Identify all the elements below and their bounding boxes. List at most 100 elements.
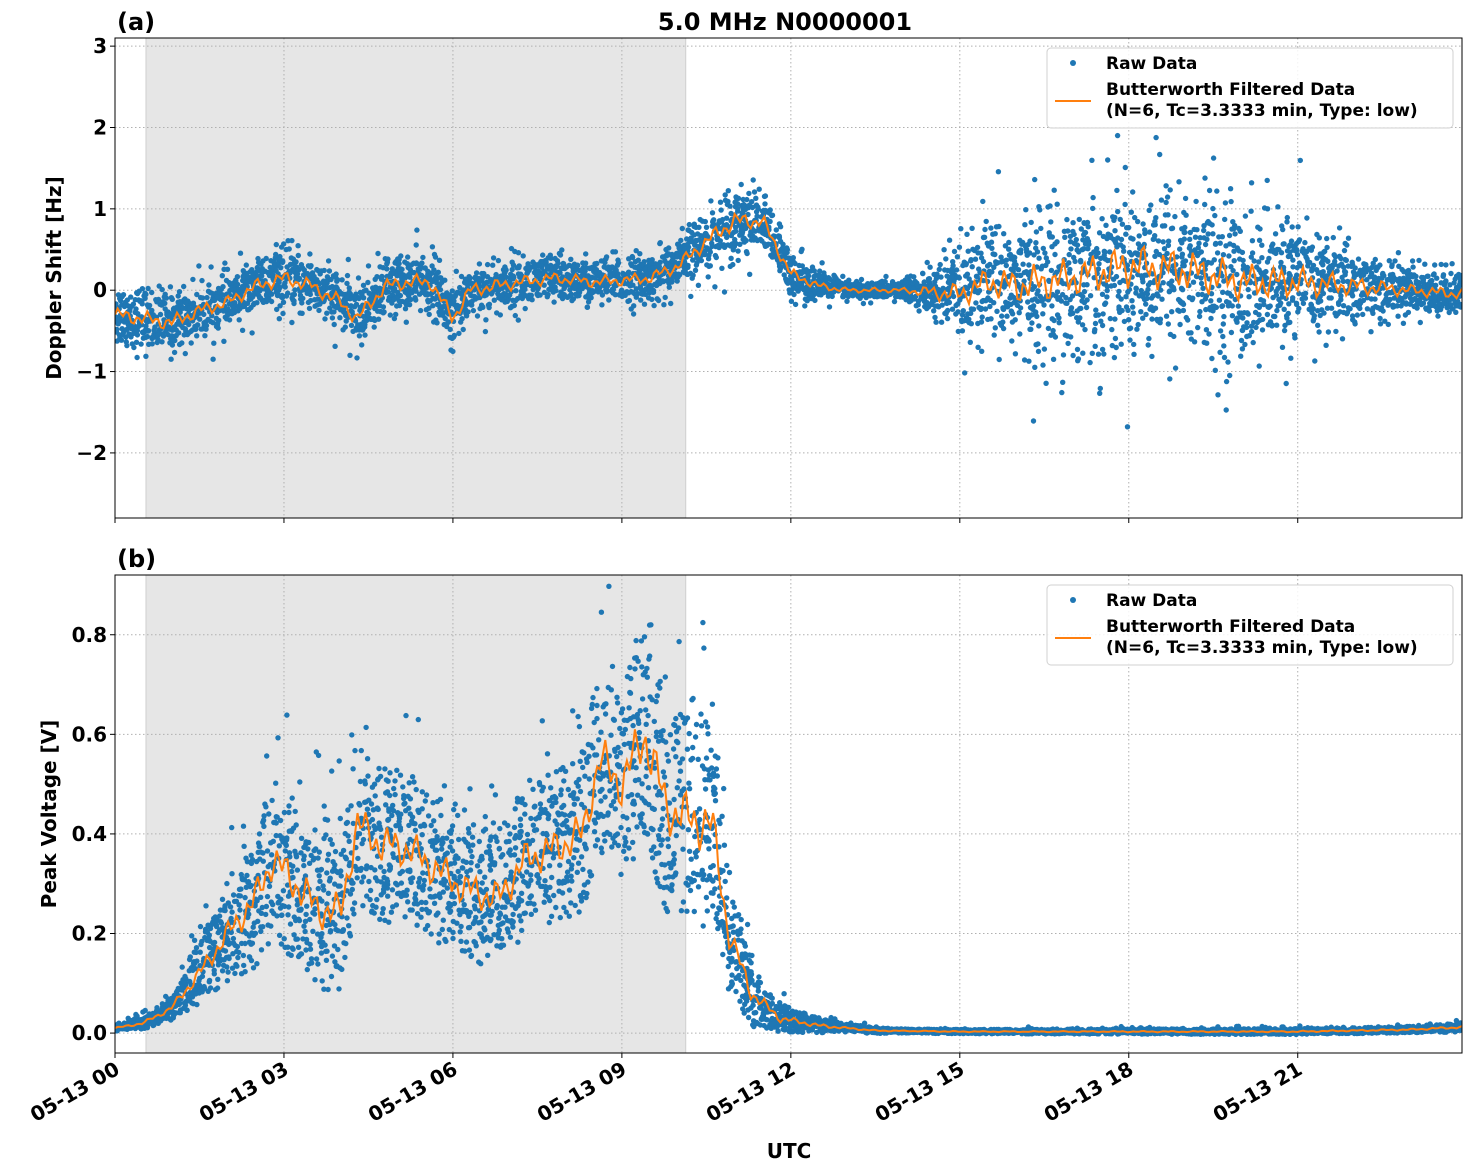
raw-data-point [992,251,998,258]
raw-data-point [1122,201,1128,208]
raw-data-point [1275,204,1281,210]
raw-data-point [746,202,753,208]
raw-data-point [352,318,359,324]
raw-data-point [456,330,462,337]
y-axis-label: Doppler Shift [Hz] [42,176,66,380]
raw-data-point [740,210,746,216]
raw-data-point [1004,313,1010,319]
raw-data-point [1099,346,1106,353]
raw-data-point [1171,333,1177,340]
raw-data-point [1116,304,1122,310]
raw-data-point [1037,207,1043,213]
raw-data-point [1242,341,1248,348]
raw-data-point [1296,290,1302,297]
raw-data-point [1059,389,1065,396]
raw-data-point [687,236,694,242]
raw-data-point [342,324,348,330]
raw-data-point [735,208,741,214]
legend-marker-raw [1070,60,1076,66]
raw-data-point [535,292,541,299]
raw-data-point [544,262,550,269]
raw-data-point [479,304,486,310]
raw-data-point [523,293,529,299]
raw-data-point [1226,253,1232,259]
raw-data-point [1372,303,1379,310]
raw-data-point [315,268,322,274]
raw-data-point [1040,245,1047,252]
raw-data-point [375,250,381,257]
raw-data-point [1377,262,1383,268]
raw-data-point [199,938,205,945]
raw-data-point [981,234,988,240]
raw-data-point [183,300,189,306]
raw-data-point [968,257,974,263]
raw-data-point [1164,194,1171,200]
raw-data-point [1328,295,1334,301]
raw-data-point [583,265,589,271]
raw-data-point [432,254,439,260]
raw-data-point [249,330,255,336]
raw-data-point [1254,302,1260,309]
raw-data-point [1248,208,1254,214]
raw-data-point [277,303,283,309]
raw-data-point [278,293,284,300]
raw-data-point [1385,302,1391,308]
raw-data-point [406,302,413,308]
raw-data-point [1420,274,1426,281]
raw-data-point [1167,376,1173,382]
raw-data-point [978,305,985,312]
raw-data-point [175,293,181,299]
raw-data-point [1302,239,1308,246]
raw-data-point [215,325,221,331]
raw-data-point [1074,346,1081,353]
raw-data-point [268,298,275,305]
raw-data-point [513,288,519,294]
raw-data-point [987,303,993,310]
raw-data-point [259,273,265,279]
raw-data-point [1038,225,1044,232]
raw-data-point [489,289,495,296]
raw-data-point [250,272,256,279]
raw-data-point [1104,287,1110,294]
raw-data-point [1176,308,1183,314]
raw-data-point [844,298,850,304]
raw-data-point [1062,234,1068,240]
raw-data-point [786,260,793,266]
raw-data-point [1251,290,1258,296]
raw-data-point [460,326,466,333]
raw-data-point [1443,278,1449,284]
raw-data-point [1283,380,1289,387]
raw-data-point [1229,313,1236,319]
raw-data-point [460,287,466,293]
raw-data-point [776,260,782,267]
raw-data-point [972,256,979,262]
raw-data-point [1195,245,1202,251]
raw-data-point [1281,306,1287,312]
raw-data-point [1180,307,1187,314]
raw-data-point [559,247,565,253]
raw-data-point [1107,249,1113,255]
raw-data-point [427,275,433,282]
raw-data-point [866,290,873,297]
raw-data-point [1179,287,1186,293]
raw-data-point [1228,264,1234,270]
raw-data-point [1022,242,1029,249]
raw-data-point [1360,297,1367,304]
raw-data-point [1011,258,1018,264]
raw-data-point [828,282,835,288]
raw-data-point [1358,273,1365,280]
raw-data-point [221,338,227,344]
plot-frame [114,37,1463,519]
raw-data-point [1054,239,1060,245]
raw-data-point [366,290,372,296]
raw-data-point [429,244,436,250]
raw-data-point [1046,278,1052,284]
raw-data-point [1163,313,1170,319]
raw-data-point [933,319,939,325]
raw-data-point [1002,243,1009,249]
raw-data-point [1443,262,1449,268]
raw-data-point [585,292,591,298]
y-tick-label: 1 [93,197,107,221]
raw-data-point [303,285,309,291]
raw-data-point [203,322,210,329]
